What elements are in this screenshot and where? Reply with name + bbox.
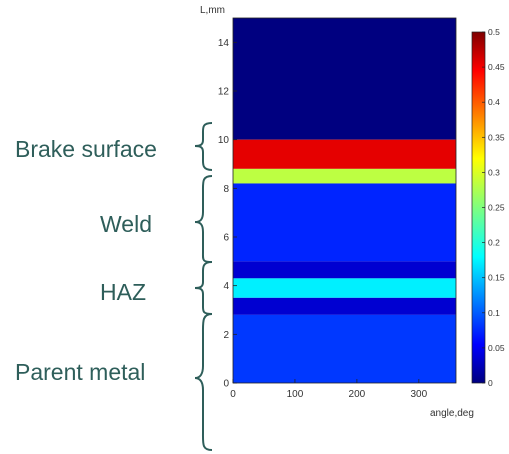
heatmap-band-6 [233,297,456,315]
colorbar-tick-label: 0.05 [488,343,505,353]
zone-label-haz: HAZ [100,279,146,305]
y-tick-label: 4 [223,281,229,292]
x-axis: 0 100 200 300 [230,379,428,400]
heatmap-band-4 [233,261,456,279]
y-tick-label: 8 [223,184,229,195]
y-axis-title: L,mm [200,5,225,16]
brace-parent-metal [194,313,213,451]
x-tick-label: 200 [349,389,366,400]
x-tick-label: 0 [230,389,236,400]
heatmap-band-2 [233,168,456,184]
x-tick-label: 300 [410,389,427,400]
brace-brake-surface [194,122,213,171]
y-tick-label: 12 [218,87,230,98]
y-tick-label: 0 [223,379,229,390]
zone-label-weld: Weld [100,211,152,237]
colorbar-tick-label: 0.45 [488,62,505,72]
colorbar-tick-label: 0.3 [488,167,500,177]
colorbar-tick-label: 0.5 [488,27,500,37]
heatmap [233,18,456,383]
x-axis-title: angle,deg [430,408,474,419]
heatmap-band-5 [233,278,456,298]
heatmap-band-1 [233,139,456,169]
brace-haz [194,261,213,315]
x-tick-label: 100 [287,389,304,400]
y-tick-label: 10 [218,135,230,146]
colorbar-tick-label: 0.4 [488,97,500,107]
colorbar-tick-label: 0.35 [488,132,505,142]
colorbar-ticks: 0 0.05 0.1 0.15 0.2 0.25 0.3 0.35 0.4 0.45 0.5 [482,27,505,388]
y-tick-label: 6 [223,233,229,244]
colorbar-tick-label: 0.1 [488,308,500,318]
heatmap-band-0 [233,18,456,140]
colorbar-tick-label: 0.15 [488,273,505,283]
plot-frame [232,17,457,384]
zone-label-brake-surface: Brake surface [15,136,157,162]
y-axis: 0 2 4 6 8 10 12 14 [218,38,237,390]
y-tick-label: 14 [218,38,230,49]
heatmap-band-7 [233,314,456,383]
brace-weld [194,175,213,263]
colorbar-tick-label: 0 [488,378,493,388]
colorbar-tick-label: 0.2 [488,238,500,248]
heatmap-band-3 [233,183,456,262]
y-tick-label: 2 [223,330,229,341]
zone-label-parent-metal: Parent metal [15,359,145,385]
colorbar-tick-label: 0.25 [488,203,505,213]
